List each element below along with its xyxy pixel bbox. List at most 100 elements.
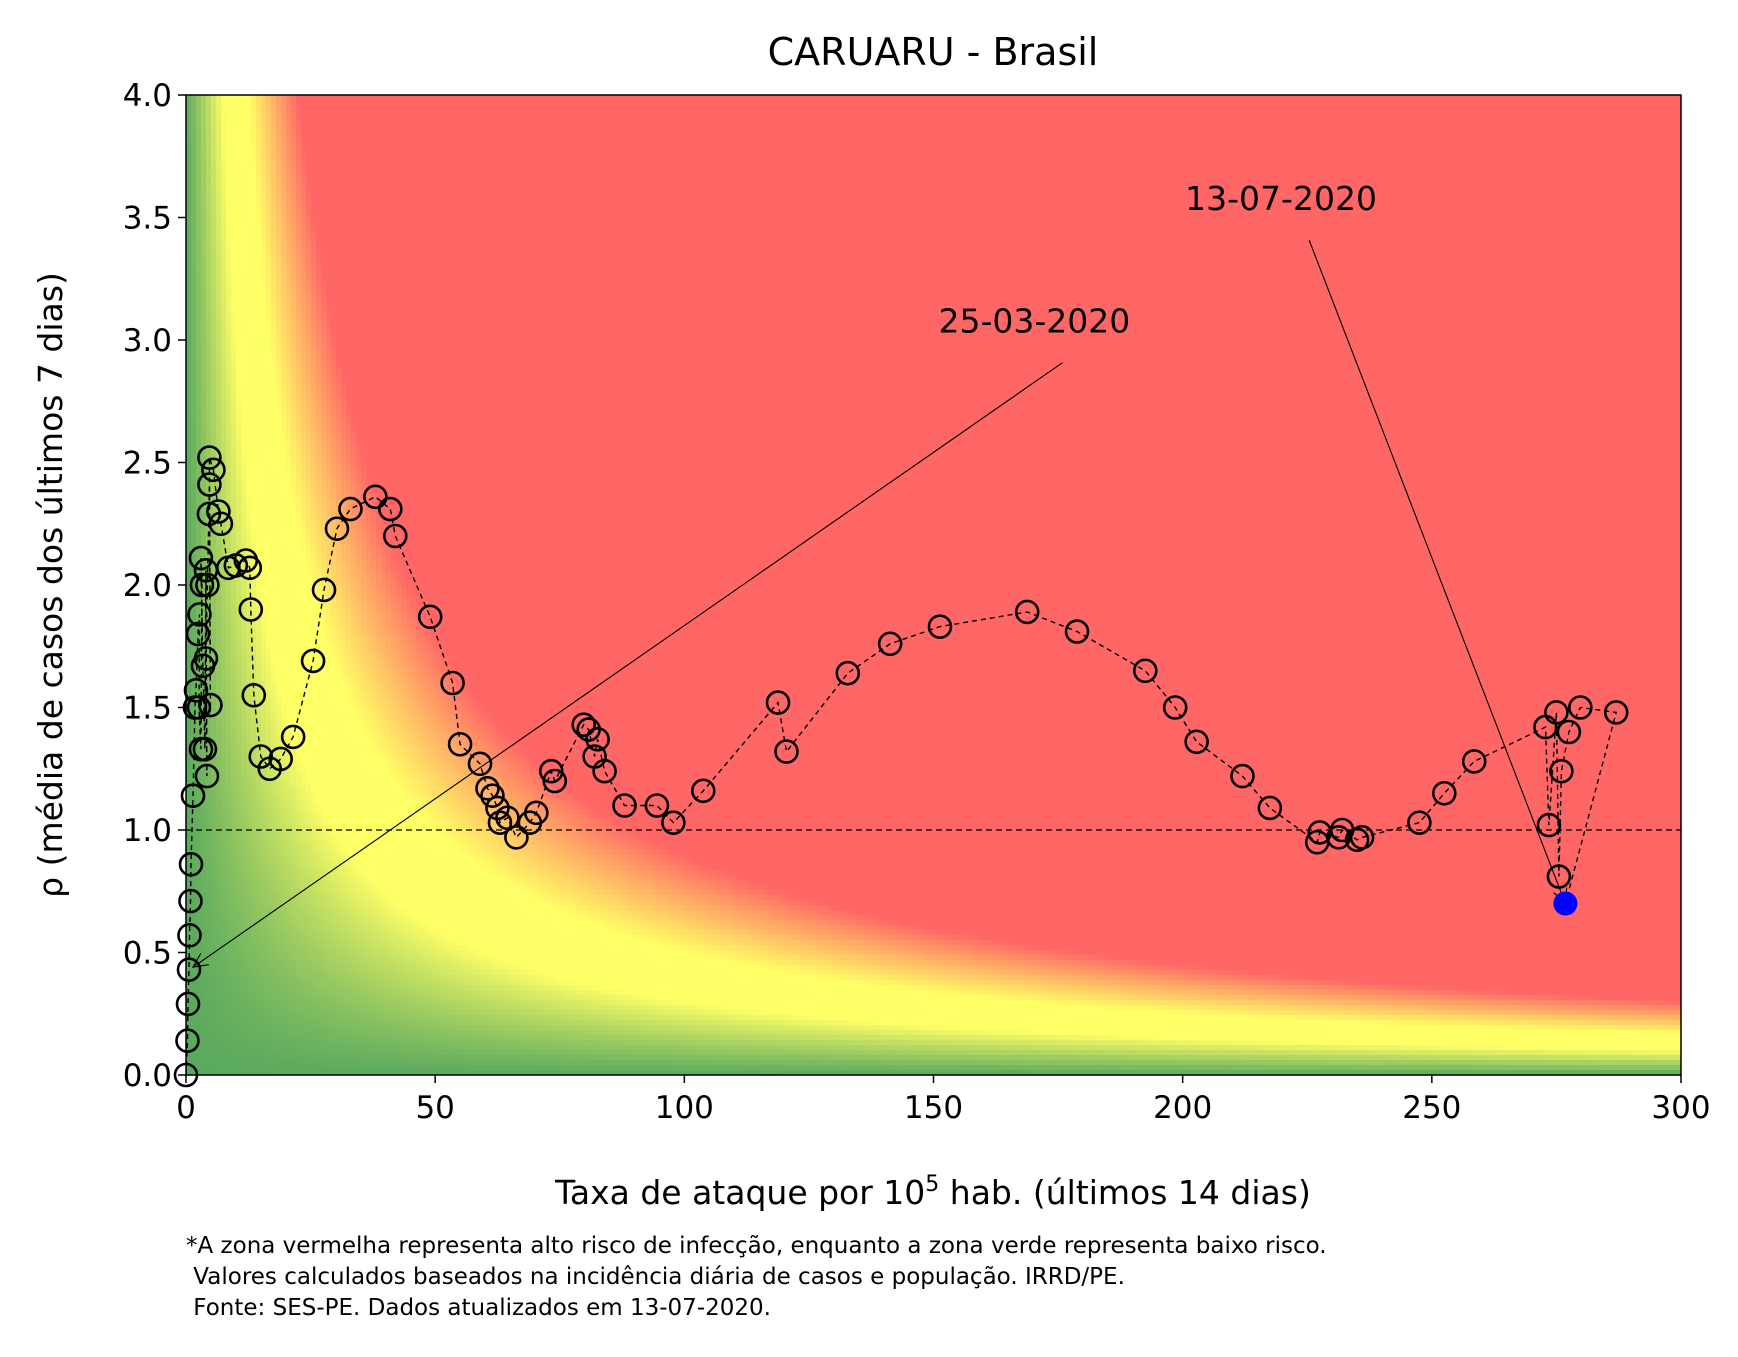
heatmap-cell	[226, 210, 232, 216]
heatmap-cell	[206, 1030, 212, 1036]
heatmap-cell	[231, 495, 237, 501]
heatmap-cell	[196, 320, 202, 326]
heatmap-cell	[241, 135, 247, 141]
heatmap-cell	[201, 1065, 207, 1071]
heatmap-cell	[216, 620, 222, 626]
heatmap-cell	[246, 365, 252, 371]
heatmap-cell	[246, 230, 252, 236]
heatmap-cell	[216, 105, 222, 111]
heatmap-cell	[206, 925, 212, 931]
heatmap-cell	[191, 175, 197, 181]
heatmap-cell	[201, 95, 207, 101]
heatmap-cell	[186, 135, 192, 141]
heatmap-cell	[221, 280, 227, 286]
heatmap-cell	[236, 675, 242, 681]
heatmap-cell	[201, 920, 207, 926]
heatmap-cell	[206, 830, 212, 836]
heatmap-cell	[241, 230, 247, 236]
heatmap-cell	[191, 255, 197, 261]
heatmap-cell	[206, 350, 212, 356]
heatmap-cell	[226, 695, 232, 701]
heatmap-cell	[191, 615, 197, 621]
heatmap-cell	[216, 720, 222, 726]
heatmap-cell	[191, 315, 197, 321]
heatmap-cell	[226, 830, 232, 836]
heatmap-cell	[221, 650, 227, 656]
heatmap-cell	[226, 280, 232, 286]
heatmap-cell	[241, 860, 247, 866]
heatmap-cell	[216, 670, 222, 676]
heatmap-cell	[236, 295, 242, 301]
heatmap-cell	[241, 365, 247, 371]
heatmap-cell	[211, 200, 217, 206]
heatmap-cell	[221, 350, 227, 356]
heatmap-cell	[236, 170, 242, 176]
heatmap-cell	[206, 210, 212, 216]
heatmap-cell	[201, 215, 207, 221]
heatmap-cell	[226, 395, 232, 401]
heatmap-cell	[206, 195, 212, 201]
heatmap-cell	[246, 305, 252, 311]
heatmap-cell	[241, 440, 247, 446]
heatmap-cell	[226, 230, 232, 236]
heatmap-cell	[186, 115, 192, 121]
heatmap-cell	[221, 805, 227, 811]
heatmap-cell	[246, 355, 252, 361]
heatmap-cell	[186, 650, 192, 656]
heatmap-cell	[236, 150, 242, 156]
heatmap-cell	[231, 115, 237, 121]
heatmap-cell	[241, 360, 247, 366]
heatmap-cell	[206, 865, 212, 871]
heatmap-cell	[211, 165, 217, 171]
heatmap-cell	[186, 400, 192, 406]
heatmap-cell	[231, 930, 237, 936]
heatmap-cell	[191, 135, 197, 141]
heatmap-cell	[191, 485, 197, 491]
heatmap-cell	[236, 775, 242, 781]
heatmap-cell	[196, 275, 202, 281]
heatmap-cell	[186, 165, 192, 171]
heatmap-cell	[216, 685, 222, 691]
heatmap-cell	[226, 100, 232, 106]
heatmap-cell	[236, 410, 242, 416]
heatmap-cell	[191, 150, 197, 156]
heatmap-cell	[246, 345, 252, 351]
heatmap-cell	[241, 740, 247, 746]
heatmap-cell	[236, 185, 242, 191]
heatmap-cell	[246, 695, 252, 701]
heatmap-cell	[206, 215, 212, 221]
heatmap-cell	[191, 160, 197, 166]
heatmap-cell	[216, 235, 222, 241]
heatmap-cell	[201, 1010, 207, 1016]
heatmap-cell	[236, 580, 242, 586]
heatmap-cell	[236, 225, 242, 231]
heatmap-cell	[186, 385, 192, 391]
heatmap-cell	[216, 1000, 222, 1006]
heatmap-cell	[216, 425, 222, 431]
heatmap-cell	[211, 680, 217, 686]
heatmap-cell	[246, 540, 252, 546]
heatmap-cell	[221, 605, 227, 611]
heatmap-cell	[216, 1015, 222, 1021]
heatmap-cell	[216, 285, 222, 291]
heatmap-cell	[191, 355, 197, 361]
heatmap-cell	[236, 495, 242, 501]
heatmap-cell	[196, 355, 202, 361]
heatmap-cell	[216, 760, 222, 766]
heatmap-cell	[236, 885, 242, 891]
heatmap-cell	[196, 165, 202, 171]
heatmap-cell	[246, 475, 252, 481]
heatmap-cell	[216, 940, 222, 946]
heatmap-cell	[226, 965, 232, 971]
heatmap-cell	[186, 340, 192, 346]
heatmap-cell	[221, 775, 227, 781]
heatmap-cell	[241, 905, 247, 911]
heatmap-cell	[226, 970, 232, 976]
heatmap-cell	[246, 325, 252, 331]
heatmap-cell	[201, 345, 207, 351]
heatmap-cell	[186, 405, 192, 411]
heatmap-cell	[216, 725, 222, 731]
heatmap-cell	[191, 1040, 197, 1046]
heatmap-cell	[231, 165, 237, 171]
heatmap-cell	[186, 415, 192, 421]
